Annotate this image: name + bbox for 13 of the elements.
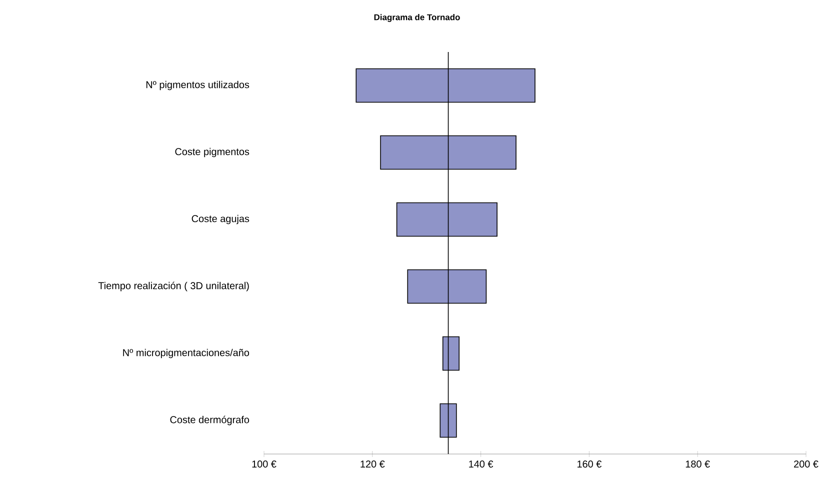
x-tick-label: 180 € <box>686 460 710 468</box>
y-tick-label: Coste pigmentos <box>175 148 250 158</box>
y-tick-label: Coste agujas <box>192 214 250 224</box>
chart-title: Diagrama de Tornado <box>374 14 460 22</box>
x-tick-label: 160 € <box>578 460 602 468</box>
x-tick-label: 200 € <box>794 460 818 468</box>
x-tick-label: 100 € <box>252 460 276 468</box>
y-tick-label: Tiempo realización ( 3D unilateral) <box>98 282 249 292</box>
y-tick-label: Nº pigmentos utilizados <box>146 80 250 90</box>
y-tick-label: Coste dermógrafo <box>170 416 250 426</box>
x-tick-label: 120 € <box>360 460 385 468</box>
x-tick-label: 140 € <box>469 460 494 468</box>
y-tick-label: Nº micropigmentaciones/año <box>123 348 250 358</box>
